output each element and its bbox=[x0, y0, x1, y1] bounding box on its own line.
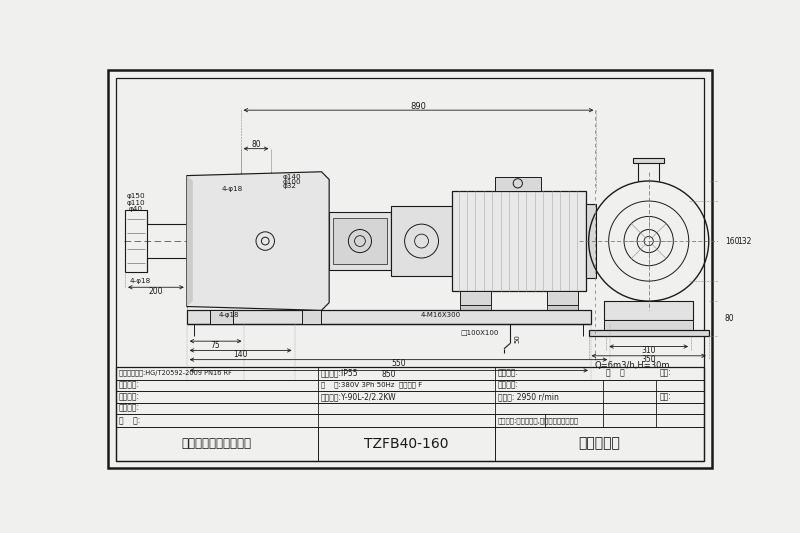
Text: 4-φ18: 4-φ18 bbox=[130, 278, 151, 284]
Text: 执行法兰标准:HG/T20592-2009 PN16 RF: 执行法兰标准:HG/T20592-2009 PN16 RF bbox=[119, 369, 232, 376]
Bar bbox=[452, 191, 586, 291]
Text: 总    重: 总 重 bbox=[606, 368, 624, 377]
Polygon shape bbox=[186, 172, 329, 310]
Text: 电机型号:Y-90L-2/2.2KW: 电机型号:Y-90L-2/2.2KW bbox=[321, 392, 396, 401]
Text: 冲洗方案:: 冲洗方案: bbox=[498, 381, 518, 390]
Text: 132: 132 bbox=[738, 237, 752, 246]
Text: 4-M16X300: 4-M16X300 bbox=[421, 312, 461, 318]
Text: φ150: φ150 bbox=[126, 193, 145, 199]
Polygon shape bbox=[186, 175, 193, 306]
Bar bbox=[460, 305, 491, 311]
Bar bbox=[586, 204, 596, 278]
Bar bbox=[547, 291, 578, 305]
Bar bbox=[589, 329, 709, 336]
Bar bbox=[210, 310, 233, 324]
Bar bbox=[333, 218, 387, 264]
Text: Q=6m3/h,H=30m: Q=6m3/h,H=30m bbox=[594, 360, 670, 369]
Text: 日期:: 日期: bbox=[659, 368, 671, 377]
Text: 890: 890 bbox=[410, 102, 426, 111]
Text: 160: 160 bbox=[725, 237, 739, 246]
Text: □100X100: □100X100 bbox=[460, 329, 498, 335]
Text: 设备名称:: 设备名称: bbox=[119, 381, 140, 390]
Text: 50: 50 bbox=[515, 334, 521, 343]
Text: 防护等级:IP55: 防护等级:IP55 bbox=[321, 368, 358, 377]
Text: φ110: φ110 bbox=[126, 199, 145, 206]
Text: 200: 200 bbox=[149, 287, 163, 296]
Bar bbox=[634, 158, 664, 163]
Bar bbox=[302, 310, 322, 324]
Bar bbox=[460, 291, 491, 305]
Text: 80: 80 bbox=[725, 314, 734, 323]
Text: 周    户:: 周 户: bbox=[119, 416, 140, 425]
Bar bbox=[604, 320, 694, 329]
Text: 140: 140 bbox=[234, 350, 248, 359]
Bar bbox=[234, 174, 278, 180]
Bar bbox=[116, 367, 704, 461]
Text: 材质:: 材质: bbox=[659, 392, 671, 401]
Text: 350: 350 bbox=[642, 355, 656, 364]
Text: φ100: φ100 bbox=[283, 179, 302, 185]
Text: 75: 75 bbox=[210, 341, 221, 350]
Text: 310: 310 bbox=[642, 346, 656, 355]
Text: TZFB40-160: TZFB40-160 bbox=[364, 437, 449, 450]
Text: φ32: φ32 bbox=[283, 183, 297, 189]
Text: 防爆等级:: 防爆等级: bbox=[498, 368, 518, 377]
Text: φ140: φ140 bbox=[283, 174, 302, 180]
Bar bbox=[604, 301, 694, 320]
Text: 550: 550 bbox=[391, 359, 406, 368]
Text: φ40: φ40 bbox=[129, 206, 143, 212]
Text: 项目名称:: 项目名称: bbox=[119, 403, 140, 413]
Bar bbox=[390, 206, 452, 276]
Bar bbox=[329, 212, 390, 270]
Text: 850: 850 bbox=[382, 370, 396, 379]
Text: 旋转方向:从电机端看,泵为顺时针方向转动: 旋转方向:从电机端看,泵为顺时针方向转动 bbox=[498, 417, 579, 424]
Text: 设备位号:: 设备位号: bbox=[119, 392, 140, 401]
Bar bbox=[494, 177, 541, 191]
Text: 4-φ18: 4-φ18 bbox=[219, 312, 239, 318]
Bar bbox=[547, 305, 578, 311]
Text: 80: 80 bbox=[251, 140, 261, 149]
Text: 4-φ18: 4-φ18 bbox=[222, 187, 242, 192]
Text: 安装尺寸图: 安装尺寸图 bbox=[578, 437, 620, 450]
Text: 泵转速: 2950 r/min: 泵转速: 2950 r/min bbox=[498, 392, 558, 401]
Text: 电    源:380V 3Ph 50Hz  绝缘等级 F: 电 源:380V 3Ph 50Hz 绝缘等级 F bbox=[321, 382, 422, 389]
Bar bbox=[125, 210, 146, 272]
Text: 江苏全新泵业有限公司: 江苏全新泵业有限公司 bbox=[182, 437, 252, 450]
Bar bbox=[186, 310, 591, 324]
